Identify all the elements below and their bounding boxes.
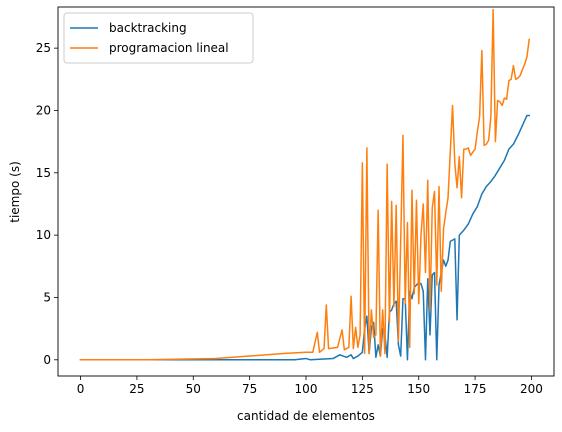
y-tick-label: 15 bbox=[36, 166, 51, 180]
legend-box bbox=[63, 12, 254, 64]
x-tick-label: 200 bbox=[520, 382, 543, 396]
series-line-programacion-lineal bbox=[79, 8, 531, 361]
x-tick-label: 75 bbox=[242, 382, 257, 396]
y-axis-ticks: 0 5 10 15 20 25 bbox=[36, 41, 58, 367]
x-tick-label: 50 bbox=[186, 382, 201, 396]
x-tick-label: 0 bbox=[77, 382, 85, 396]
y-tick-label: 5 bbox=[43, 290, 51, 304]
x-tick-label: 150 bbox=[407, 382, 430, 396]
series-layer bbox=[79, 8, 531, 361]
y-tick-label: 25 bbox=[36, 41, 51, 55]
x-axis-ticks: 0 25 50 75 100 125 150 175 200 bbox=[77, 376, 543, 396]
legend-label-backtracking: backtracking bbox=[109, 21, 187, 35]
x-tick-label: 25 bbox=[129, 382, 144, 396]
y-tick-label: 0 bbox=[43, 353, 51, 367]
y-tick-label: 20 bbox=[36, 103, 51, 117]
legend-label-programacion-lineal: programacion lineal bbox=[109, 41, 229, 55]
y-axis-label: tiempo (s) bbox=[8, 161, 22, 223]
x-tick-label: 125 bbox=[351, 382, 374, 396]
y-tick-label: 10 bbox=[36, 228, 51, 242]
x-axis-label: cantidad de elementos bbox=[237, 409, 375, 423]
x-tick-label: 100 bbox=[295, 382, 318, 396]
x-tick-label: 175 bbox=[464, 382, 487, 396]
legend: backtracking programacion lineal bbox=[63, 12, 254, 64]
